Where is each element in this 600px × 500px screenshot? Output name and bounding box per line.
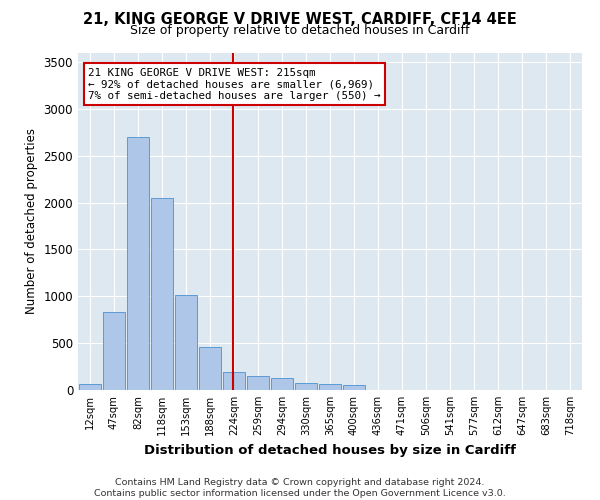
Text: 21, KING GEORGE V DRIVE WEST, CARDIFF, CF14 4EE: 21, KING GEORGE V DRIVE WEST, CARDIFF, C… [83,12,517,28]
Bar [79,384,101,390]
Bar [127,137,149,390]
Bar [223,372,245,390]
Text: 21 KING GEORGE V DRIVE WEST: 215sqm
← 92% of detached houses are smaller (6,969): 21 KING GEORGE V DRIVE WEST: 215sqm ← 92… [88,68,380,101]
Text: Size of property relative to detached houses in Cardiff: Size of property relative to detached ho… [130,24,470,37]
Y-axis label: Number of detached properties: Number of detached properties [25,128,38,314]
Bar [295,384,317,390]
Bar [151,198,173,390]
Bar [199,347,221,390]
Bar [247,376,269,390]
Bar [343,386,365,390]
Bar [271,378,293,390]
X-axis label: Distribution of detached houses by size in Cardiff: Distribution of detached houses by size … [144,444,516,456]
Bar [103,312,125,390]
Bar [319,384,341,390]
Text: Contains HM Land Registry data © Crown copyright and database right 2024.
Contai: Contains HM Land Registry data © Crown c… [94,478,506,498]
Bar [175,296,197,390]
